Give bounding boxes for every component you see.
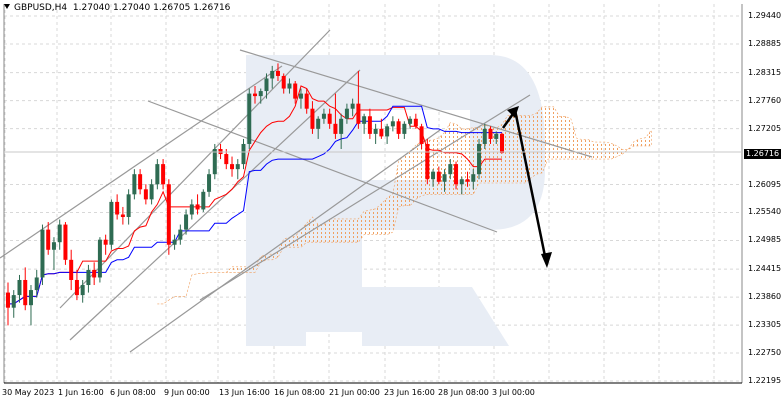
price-tick-label: 1.27205 [748, 123, 782, 133]
forecast-arrows [501, 106, 552, 268]
time-tick-label: 23 Jun 16:00 [384, 388, 435, 397]
price-tick-label: 1.26095 [748, 179, 782, 189]
price-tick-label: 1.28885 [748, 38, 782, 48]
open-value: 1.27040 [72, 3, 111, 13]
time-tick-label: 16 Jun 08:00 [274, 388, 325, 397]
price-tick-label: 1.29440 [748, 11, 782, 20]
low-value: 1.26705 [153, 3, 191, 13]
price-tick-label: 1.23860 [748, 292, 782, 302]
price-tick-label: 1.25540 [748, 207, 782, 217]
close-value: 1.26716 [193, 3, 231, 13]
time-tick-label: 9 Jun 00:00 [164, 388, 210, 397]
price-tick-label: 1.23305 [748, 320, 782, 330]
price-tick-label: 1.22195 [748, 376, 782, 385]
candlesticks [6, 63, 504, 326]
time-tick-label: 30 May 2023 [2, 388, 55, 397]
price-tick-label: 1.24985 [748, 235, 782, 245]
time-tick-label: 13 Jun 16:00 [219, 388, 270, 397]
time-tick-label: 28 Jun 08:00 [438, 388, 489, 397]
chart-frame [3, 4, 743, 384]
time-tick-label: 6 Jun 08:00 [110, 388, 156, 397]
current-price-label: 1.26716 [744, 149, 782, 159]
time-tick-label: 3 Jul 00:00 [492, 388, 535, 397]
time-tick-label: 21 Jun 00:00 [329, 388, 380, 397]
symbol-label: GBPUSD,H4 [14, 3, 68, 13]
price-tick-label: 1.28315 [748, 67, 782, 77]
price-tick-label: 1.24415 [748, 264, 782, 274]
ichimoku-cloud [157, 106, 652, 305]
time-tick-label: 1 Jun 16:00 [58, 388, 104, 397]
price-tick-label: 1.22750 [748, 348, 782, 358]
chart-header: GBPUSD,H4 1.27040 1.27040 1.26705 1.2671… [4, 3, 230, 13]
price-tick-label: 1.27760 [748, 95, 782, 105]
dropdown-triangle-icon[interactable] [4, 4, 10, 9]
high-value: 1.27040 [113, 3, 151, 13]
